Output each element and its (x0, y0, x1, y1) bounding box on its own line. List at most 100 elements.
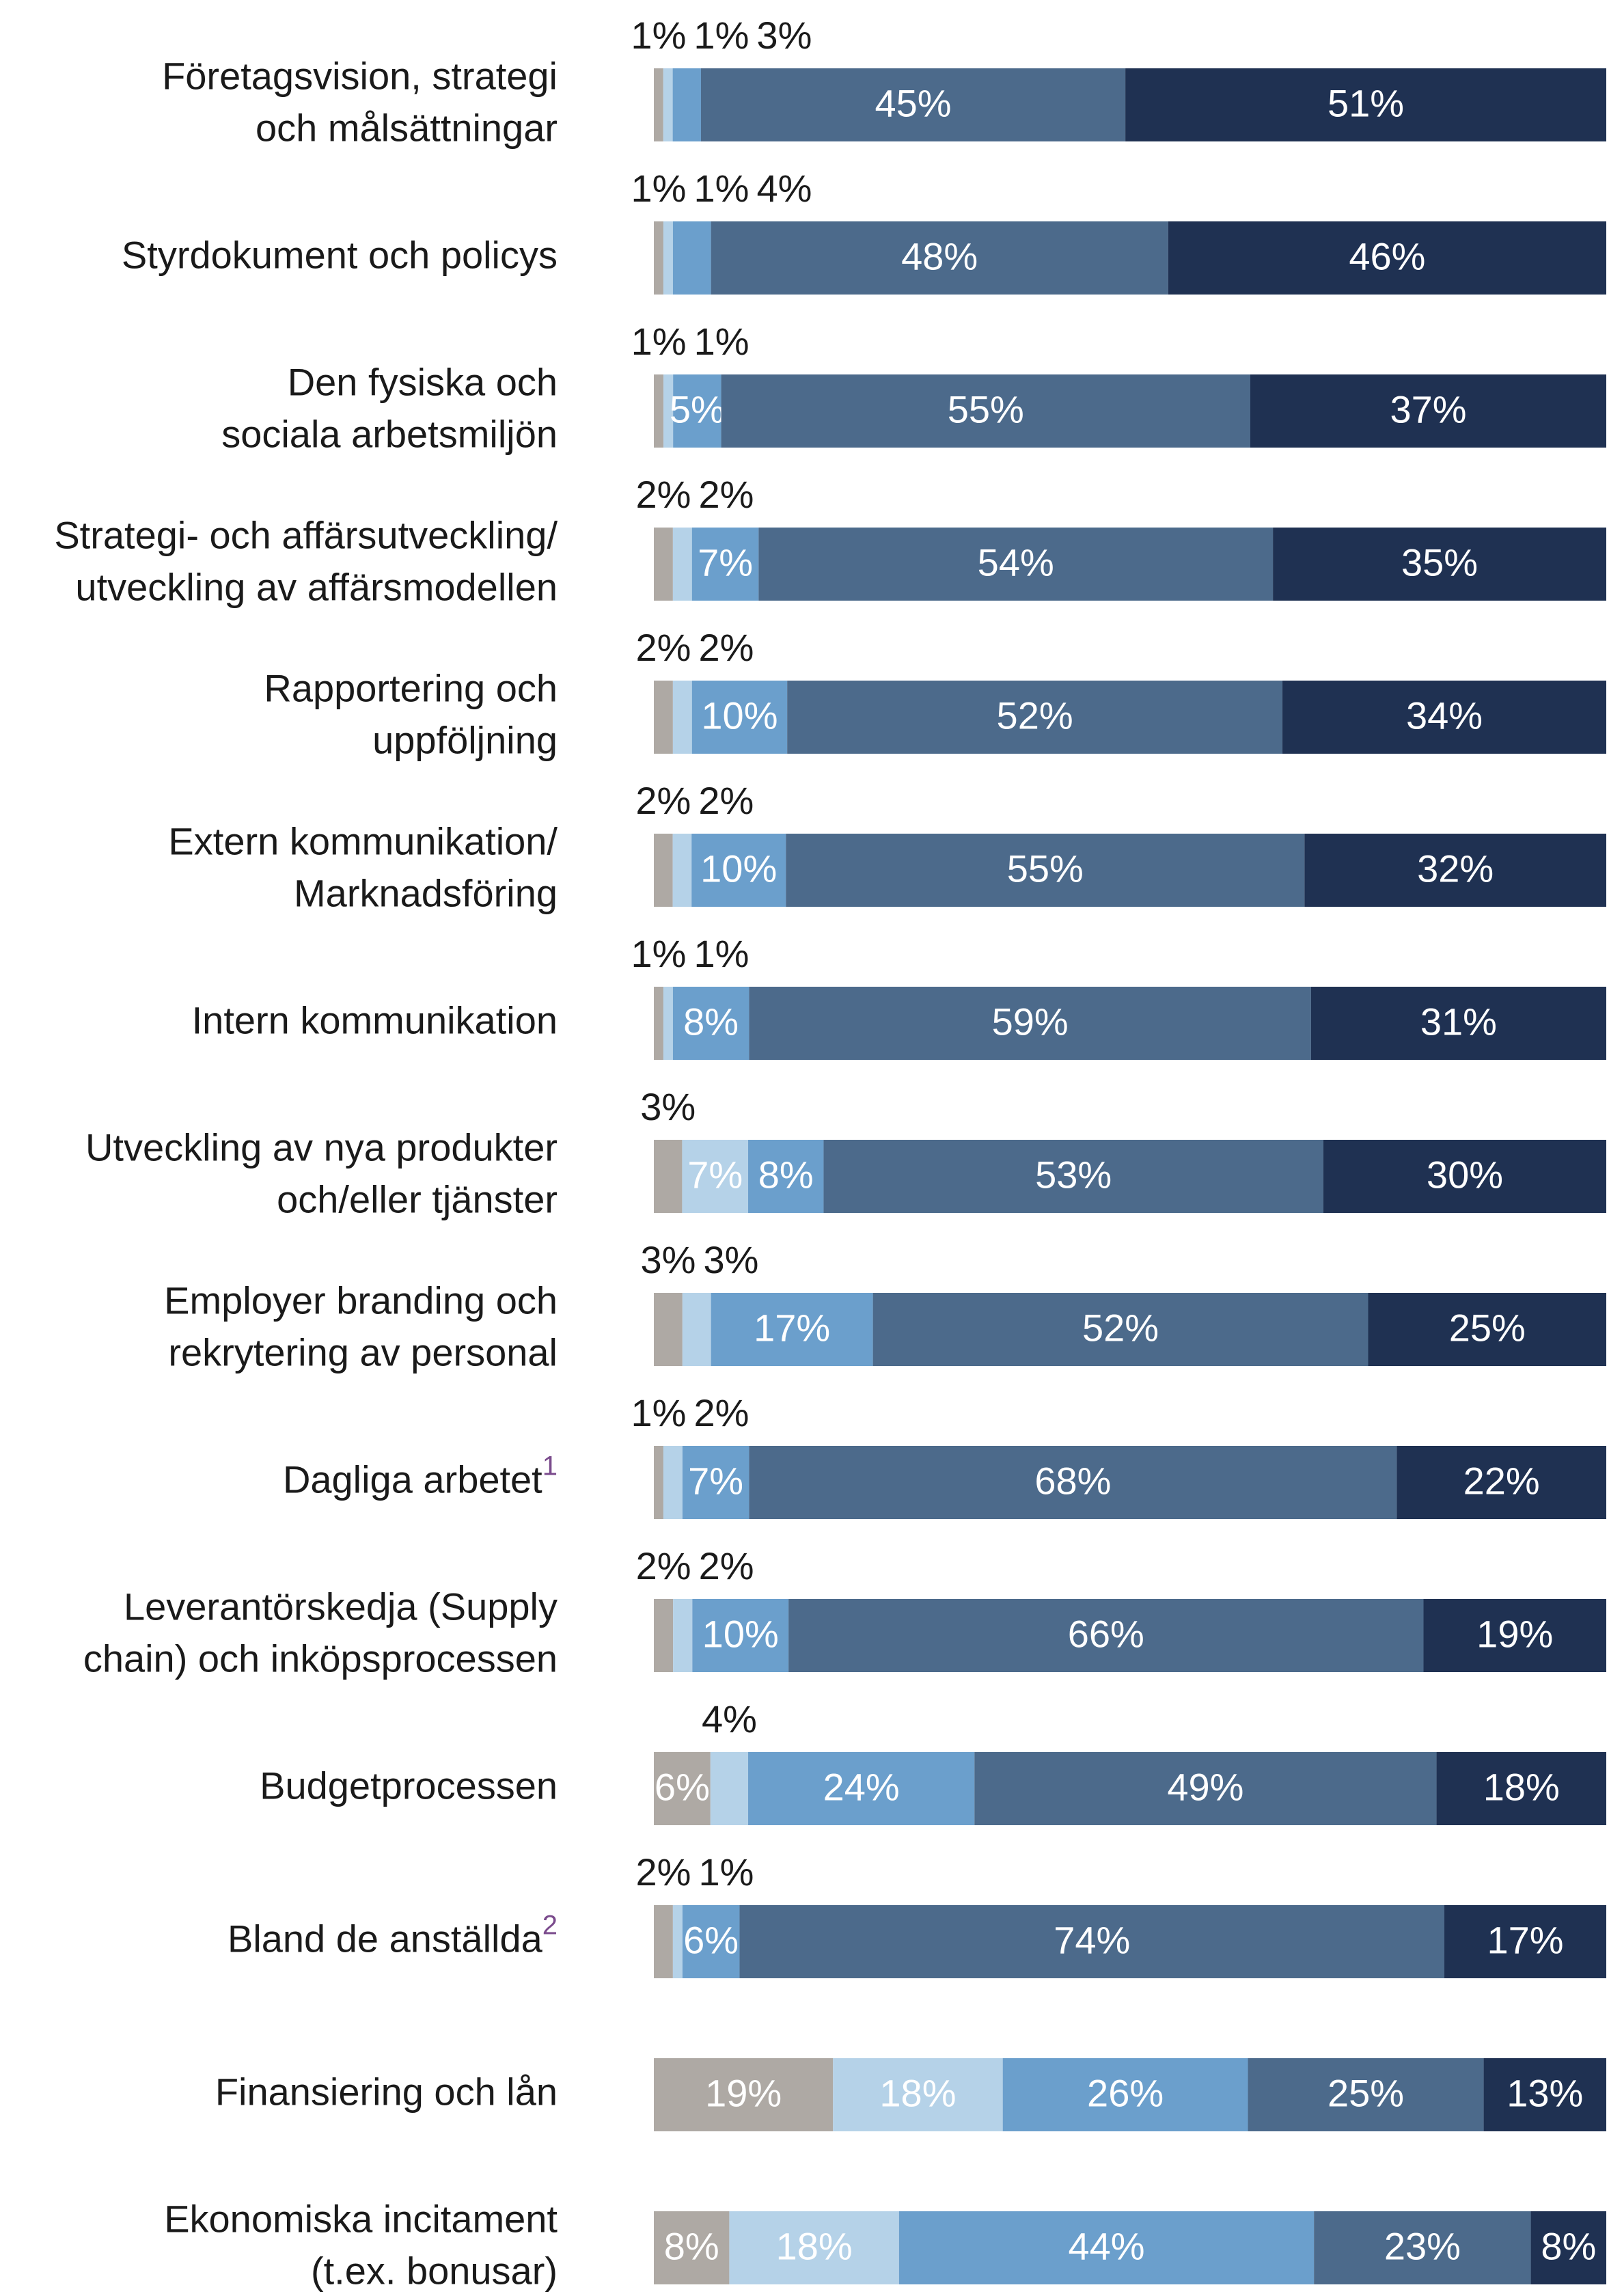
value-label: 1% (693, 14, 749, 57)
category-label: Dagliga arbetet1 (283, 1451, 558, 1501)
value-label: 54% (978, 541, 1054, 584)
bar-segment (786, 834, 1305, 907)
value-label: 1% (694, 932, 750, 975)
bar-segment (673, 374, 721, 448)
bar-segment (787, 681, 1283, 754)
bar-segment (654, 834, 673, 907)
bar-segment (1368, 1293, 1606, 1366)
bar-segment (872, 1293, 1369, 1366)
bar-segment (672, 221, 711, 295)
bar-segment (654, 2211, 730, 2284)
bar-segment (673, 1599, 693, 1672)
value-label: 2% (635, 626, 691, 669)
value-label: 2% (699, 1544, 754, 1587)
value-label: 4% (702, 1697, 757, 1740)
value-label: 55% (1007, 847, 1084, 890)
category-label: Rapportering och uppföljning (264, 666, 558, 761)
value-label: 18% (1483, 1765, 1560, 1808)
value-label: 3% (703, 1238, 758, 1281)
bar-segment (682, 1140, 749, 1213)
bar-segment (823, 1140, 1323, 1213)
value-label: 52% (1082, 1306, 1159, 1349)
bar-segment (654, 1752, 711, 1825)
bar-segment (654, 1140, 683, 1213)
bar-segment (1248, 2058, 1484, 2131)
value-label: 3% (640, 1238, 696, 1281)
category-label: Intern kommunikation (192, 998, 558, 1041)
value-label: 22% (1463, 1459, 1540, 1502)
value-label: 3% (640, 1085, 696, 1128)
bar-segment (654, 374, 664, 448)
bar-segment (672, 528, 692, 601)
value-label: 17% (754, 1306, 830, 1349)
value-label: 55% (948, 387, 1024, 430)
value-label: 25% (1328, 2071, 1404, 2114)
value-label: 5% (670, 387, 725, 430)
bar-segment (654, 2058, 834, 2131)
value-label: 51% (1328, 81, 1404, 124)
bar-segment (663, 221, 673, 295)
bar-segment (692, 1599, 789, 1672)
category-label: Den fysiska och sociala arbetsmiljön (221, 360, 558, 455)
bar-segment (974, 1752, 1437, 1825)
category-label: Utveckling av nya produkter och/eller tjä… (85, 1125, 558, 1220)
bar-segment (672, 1905, 683, 1978)
bar-segment (1444, 1905, 1606, 1978)
category-label: Finansiering och lån (215, 2070, 558, 2113)
value-label: 2% (636, 1544, 691, 1587)
category-label: Styrdokument och policys (122, 233, 558, 276)
value-label: 17% (1487, 1918, 1563, 1961)
bar-segment (748, 1752, 975, 1825)
value-label: 8% (664, 2224, 719, 2267)
category-label: Företagsvision, strategi och målsättninga… (162, 54, 558, 149)
value-label: 4% (757, 167, 812, 210)
value-label: 6% (655, 1765, 710, 1808)
bar-segment (663, 374, 674, 448)
value-label: 1% (694, 167, 750, 210)
value-label: 59% (992, 1000, 1069, 1043)
bar-segment (663, 68, 673, 141)
category-label: Extern kommunikation/Marknadsföring (168, 819, 558, 914)
bar-segment (1436, 1752, 1606, 1825)
bar-segment (1423, 1599, 1606, 1672)
footnote-marker: 1 (542, 1451, 558, 1481)
category-label: Leverantörskedja (Supply chain) och inköp… (83, 1585, 558, 1680)
category-label: Bland de anställda2 (228, 1910, 558, 1960)
bar-segment (1304, 834, 1606, 907)
value-label: 2% (635, 1850, 691, 1894)
value-label: 46% (1349, 234, 1425, 277)
value-label: 1% (631, 167, 687, 210)
value-label: 7% (688, 1459, 743, 1502)
value-label: 3% (756, 14, 812, 57)
value-label: 2% (698, 779, 754, 822)
bar-segment (1310, 987, 1606, 1060)
value-label: 8% (758, 1153, 814, 1196)
value-label: 10% (700, 847, 777, 890)
bar-segment (729, 2211, 899, 2284)
bar-segment (758, 528, 1274, 601)
bar-segment (701, 68, 1126, 141)
bar-segment (672, 68, 702, 141)
value-label: 10% (701, 694, 778, 737)
bar-segment (749, 987, 1311, 1060)
bar-segment (654, 1599, 674, 1672)
bar-segment (672, 681, 692, 754)
bar-segment (691, 834, 786, 907)
bar-segment (721, 374, 1251, 448)
value-label: 35% (1401, 541, 1478, 584)
value-label: 25% (1449, 1306, 1526, 1349)
value-label: 18% (776, 2224, 853, 2267)
value-label: 49% (1167, 1765, 1243, 1808)
bar-segment (1483, 2058, 1606, 2131)
value-label: 26% (1087, 2071, 1164, 2114)
bar-segment (663, 1446, 683, 1519)
value-label: 30% (1427, 1153, 1503, 1196)
value-label: 1% (631, 1391, 687, 1434)
category-label: Strategi- och affärsutveckling/utvecklin… (54, 513, 558, 608)
bar-segment (654, 221, 663, 295)
bar-segment (654, 987, 663, 1060)
value-label: 2% (635, 779, 691, 822)
value-label: 23% (1384, 2224, 1461, 2267)
value-label: 18% (879, 2071, 956, 2114)
